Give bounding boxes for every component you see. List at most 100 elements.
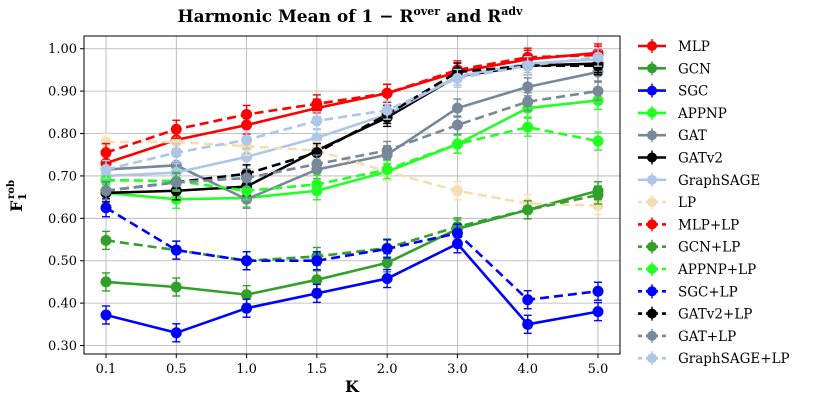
legend-entry: GCN+LP [638,239,740,256]
y-axis-label: F1rob [6,180,29,212]
data-point [522,294,534,306]
data-point [311,115,323,127]
data-point [381,257,393,269]
data-point [592,285,604,297]
data-point [522,318,534,330]
legend-entry: SGC+LP [638,284,738,300]
series-sgc-plus-lp [100,198,604,310]
y-tick-label: 0.80 [48,127,77,142]
legend-entry: LP [638,195,696,211]
legend-label: GAT+LP [678,329,736,345]
data-point [170,136,182,148]
data-point [170,327,182,339]
data-point [241,172,253,184]
series-graphsage-plus-lp [100,47,604,180]
data-point [100,164,112,176]
data-point [381,243,393,255]
legend-label: MLP [678,39,710,55]
legend-entry: GAT [638,128,707,144]
legend-swatch-marker [647,107,657,118]
data-point [451,102,463,114]
data-point [241,302,253,314]
legend-entry: APPNP [638,105,727,122]
legend-label: GraphSAGE+LP [678,351,790,367]
data-point [522,60,534,72]
x-tick-label: 1.0 [236,362,257,377]
data-point [100,174,112,186]
legend-label: MLP+LP [678,217,739,233]
data-point [311,178,323,190]
x-tick-label: 0.1 [96,362,117,377]
data-point [311,287,323,299]
legend-swatch-marker [647,197,657,208]
y-tick-label: 1.00 [48,42,77,57]
series-gat-plus-lp [100,81,604,201]
data-point [381,273,393,285]
data-point [241,108,253,120]
legend: MLP GCN SGC APPNP GAT GATv2 GraphSAGE LP MLP+LP G… [638,39,790,367]
data-point [592,51,604,63]
data-point [241,134,253,146]
y-tick-label: 0.30 [48,339,77,354]
y-tick-label: 0.90 [48,85,77,100]
x-axis-label: K [345,377,360,396]
data-point [592,306,604,318]
data-point [100,185,112,197]
legend-label: GATv2+LP [678,307,752,323]
legend-swatch-marker [647,219,657,230]
series-line [105,99,599,201]
legend-entry: APPNP+LP [638,262,756,278]
legend-entry: SGC [638,83,708,100]
legend-entry: GraphSAGE [638,172,760,189]
x-tick-label: 0.5 [166,362,187,377]
x-tick-label: 2.0 [377,362,398,377]
data-point [311,132,323,144]
legend-entry: GAT+LP [638,328,736,345]
data-point [311,255,323,267]
data-point [592,189,604,201]
legend-label: LP [678,195,696,211]
x-tick-label: 3.0 [447,362,468,377]
legend-swatch-marker [647,130,657,141]
legend-swatch-marker [647,63,657,74]
data-point [241,289,253,301]
legend-swatch-marker [647,41,657,51]
y-tick-labels: 0.30 0.40 0.50 0.60 0.70 0.80 0.90 1.00 [48,42,84,354]
data-point [311,98,323,110]
legend-label: SGC+LP [678,284,738,300]
data-point [451,119,463,131]
legend-swatch-marker [647,286,657,297]
chart-title: Harmonic Mean of 1 − Rover and Radv [178,5,524,27]
data-point [100,309,112,321]
series-sgc [100,234,604,343]
y-axis-label-main: F [7,200,26,212]
series-layer [100,43,604,343]
data-point [241,151,253,163]
chart-title-main: Harmonic Mean of 1 − R [178,7,415,27]
legend-swatch-marker [647,174,657,185]
plot-frame [83,35,621,355]
x-tick-label: 4.0 [517,362,538,377]
y-tick-label: 0.40 [48,297,77,312]
data-point [451,238,463,250]
series-line [105,89,599,193]
legend-swatch-marker [647,152,657,163]
x-tick-label: 1.5 [307,362,328,377]
series-line [105,51,599,165]
data-point [451,227,463,239]
data-point [451,185,463,197]
x-tick-label: 5.0 [588,362,609,377]
y-tick-label: 0.70 [48,169,77,184]
series-line [105,53,599,154]
data-point [311,158,323,170]
series-line [105,55,599,171]
legend-swatch-marker [647,308,657,319]
legend-swatch-marker [647,330,657,341]
data-point [592,85,604,97]
data-point [241,185,253,197]
data-point [592,135,604,147]
series-line [105,242,599,335]
data-point [100,202,112,214]
series-mlp-plus-lp [100,45,604,163]
data-point [381,164,393,176]
